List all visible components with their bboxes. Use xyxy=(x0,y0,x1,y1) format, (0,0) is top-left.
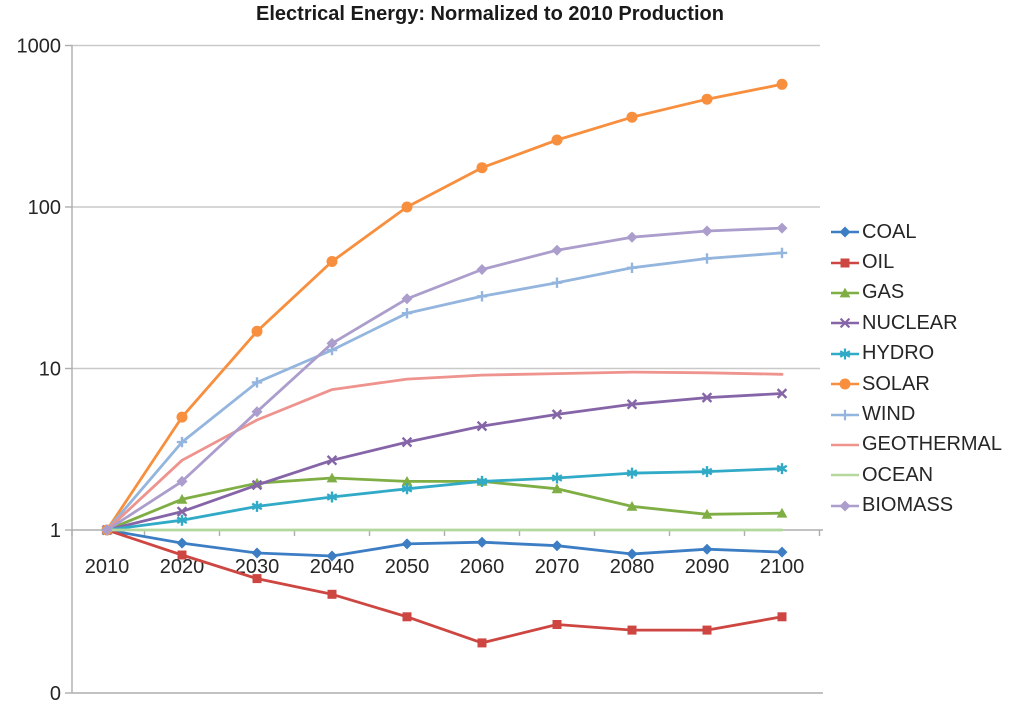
legend-swatch-icon xyxy=(831,226,859,238)
series-geothermal xyxy=(105,370,784,532)
legend-item-gas: GAS xyxy=(830,278,1002,308)
x-tick-label: 2050 xyxy=(385,556,430,578)
legend-swatch-icon xyxy=(831,318,859,329)
legend-label: COAL xyxy=(862,220,917,243)
x-tick-label: 2040 xyxy=(310,556,355,578)
series-biomass xyxy=(101,222,788,536)
x-tick-label: 2090 xyxy=(685,556,730,578)
legend-swatch-icon xyxy=(831,409,859,420)
x-tick-label: 2070 xyxy=(535,556,580,578)
x-tick-label: 2020 xyxy=(160,556,205,578)
legend-swatch-icon xyxy=(831,474,859,477)
legend-item-wind: WIND xyxy=(830,399,1002,429)
legend-swatch-icon xyxy=(831,500,859,512)
legend-label: GEOTHERMAL xyxy=(862,433,1003,456)
series-nuclear xyxy=(101,388,788,536)
legend-item-solar: SOLAR xyxy=(830,369,1002,399)
legend-swatch-icon xyxy=(831,378,859,390)
legend-label: WIND xyxy=(862,403,916,426)
legend-item-nuclear: NUCLEAR xyxy=(830,308,1002,338)
legend-swatch-icon xyxy=(831,287,859,298)
legend-swatch-icon xyxy=(831,443,859,447)
legend-label: OIL xyxy=(862,251,895,274)
legend-label: BIOMASS xyxy=(862,494,954,517)
legend-swatch-icon xyxy=(831,348,859,360)
series-solar xyxy=(101,78,788,536)
y-tick-label: 1000 xyxy=(17,36,62,58)
x-tick-label: 2010 xyxy=(85,556,130,578)
series-hydro xyxy=(101,463,788,536)
legend-label: SOLAR xyxy=(862,372,930,395)
y-tick-label: 1 xyxy=(50,520,61,542)
legend-item-oil: OIL xyxy=(830,247,1002,277)
legend-item-hydro: HYDRO xyxy=(830,339,1002,369)
x-tick-label: 2060 xyxy=(460,556,505,578)
y-tick-label: 0 xyxy=(50,683,61,705)
series-wind xyxy=(101,247,788,536)
legend-label: GAS xyxy=(862,281,905,304)
y-tick-label: 10 xyxy=(39,359,61,381)
legend-item-coal: COAL xyxy=(830,217,1002,247)
legend-item-biomass: BIOMASS xyxy=(830,491,1002,521)
legend-label: NUCLEAR xyxy=(862,311,958,334)
legend-item-ocean: OCEAN xyxy=(830,460,1002,490)
x-tick-label: 2030 xyxy=(235,556,280,578)
x-tick-label: 2080 xyxy=(610,556,655,578)
x-tick-label: 2100 xyxy=(760,556,805,578)
legend-swatch-icon xyxy=(831,258,859,268)
legend-label: HYDRO xyxy=(862,342,935,365)
legend-label: OCEAN xyxy=(862,463,934,486)
series-coal xyxy=(101,524,788,562)
legend-item-geothermal: GEOTHERMAL xyxy=(830,430,1002,460)
chart-title: Electrical Energy: Normalized to 2010 Pr… xyxy=(256,3,724,25)
legend: COAL OIL GAS NUCLEAR HYDRO SOLAR WIND GEOTHERMA… xyxy=(830,217,1002,521)
y-tick-label: 100 xyxy=(28,197,61,219)
